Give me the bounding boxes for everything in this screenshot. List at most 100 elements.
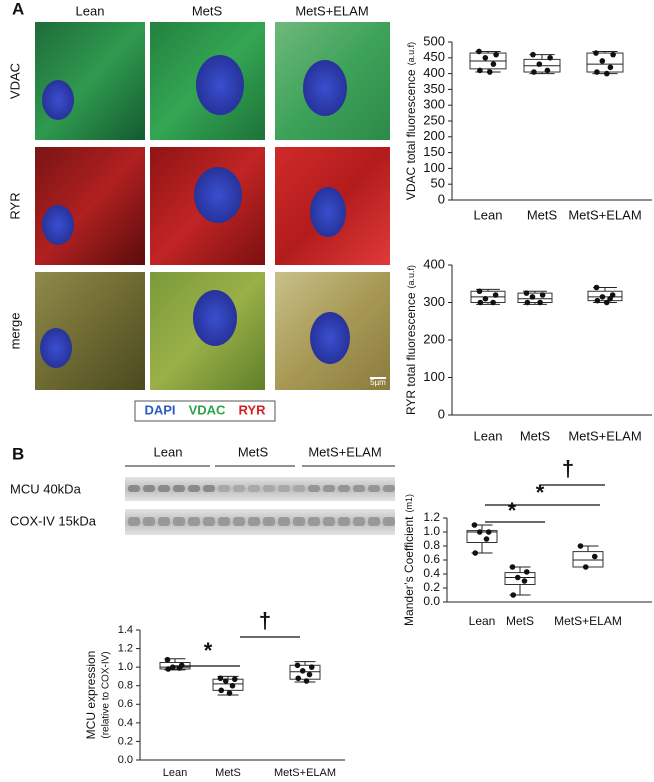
y-tick-label: 100 [423, 369, 445, 384]
data-point [483, 536, 490, 542]
significance-mark: * [508, 498, 517, 523]
data-point [308, 664, 315, 670]
x-tick-label: Lean [163, 767, 187, 779]
y-tick-label: 350 [423, 81, 445, 96]
y-tick-label: 50 [431, 176, 445, 191]
blot-band [308, 485, 320, 492]
x-tick-label: MetS+ELAM [568, 207, 641, 222]
blot-band [218, 485, 230, 492]
y-tick-label: 0.8 [423, 538, 440, 552]
y-tick-label: 0.2 [118, 735, 133, 747]
significance-mark: † [562, 456, 574, 481]
data-point [521, 578, 528, 584]
blot-band [188, 485, 200, 492]
data-point [599, 294, 606, 300]
data-point [530, 51, 536, 58]
blot-band [233, 485, 245, 492]
legend-label: DAPI [144, 402, 175, 417]
x-tick-label: MetS [520, 428, 551, 443]
data-point [537, 299, 543, 306]
nucleus [194, 167, 242, 223]
data-point [482, 55, 489, 61]
y-tick-label: 0.6 [423, 552, 440, 566]
data-point [523, 569, 530, 575]
panel-label: A [12, 0, 24, 18]
data-point [582, 564, 589, 570]
blot-band [368, 517, 380, 526]
x-tick-label: MetS [215, 767, 241, 779]
data-point [482, 295, 489, 302]
y-tick-label: 0.6 [118, 698, 133, 710]
y-axis-label: Mander’s Coefficient (m1) [402, 494, 416, 626]
blot-band [293, 485, 305, 492]
data-point [471, 522, 478, 528]
y-axis-label: MCU expression [84, 651, 98, 740]
data-point [477, 299, 484, 306]
data-point [229, 682, 236, 689]
data-point [164, 656, 171, 663]
y-tick-label: 300 [423, 294, 445, 309]
blot-band [323, 485, 335, 492]
blot-band [203, 517, 215, 526]
y-tick-label: 0.0 [118, 754, 133, 766]
y-tick-label: 400 [423, 65, 445, 80]
data-point [303, 678, 310, 684]
blot-band [263, 517, 275, 526]
y-axis-label: VDAC total fluorescence (a.u.f) [404, 42, 418, 200]
blot-band [368, 485, 380, 492]
y-tick-label: 1.0 [423, 524, 440, 538]
y-tick-label: 450 [423, 49, 445, 64]
blot-band [263, 485, 275, 492]
data-point [593, 284, 600, 291]
data-point [594, 297, 601, 304]
blot-band [188, 517, 200, 526]
panel-label: B [12, 444, 24, 463]
blot-band [173, 485, 185, 492]
box [586, 52, 624, 73]
data-point [509, 564, 516, 570]
blot-band [158, 485, 170, 492]
data-point [610, 51, 616, 58]
y-tick-label: 400 [423, 256, 445, 271]
y-tick-label: 1.0 [118, 661, 133, 673]
blot-group: MetS+ELAM [308, 444, 381, 459]
x-tick-label: MetS+ELAM [554, 614, 622, 628]
micrographs: 5µm [35, 22, 390, 390]
nucleus [303, 60, 347, 116]
y-tick-label: 250 [423, 112, 445, 127]
data-point [476, 288, 483, 295]
blot-band [293, 517, 305, 526]
data-point [591, 553, 598, 560]
nucleus [193, 290, 237, 346]
column-label: MetS+ELAM [295, 3, 368, 18]
y-tick-label: 0.8 [118, 680, 133, 692]
blot-band [278, 517, 290, 526]
blot-band [353, 485, 365, 492]
significance-mark: * [204, 638, 213, 663]
y-tick-label: 200 [423, 128, 445, 143]
y-tick-label: 300 [423, 97, 445, 112]
data-point [539, 292, 546, 298]
row-label: VDAC [7, 63, 22, 99]
blot-band [383, 517, 395, 526]
data-point [476, 529, 483, 535]
data-point [294, 662, 301, 669]
nucleus [310, 312, 350, 364]
box [212, 678, 244, 691]
x-tick-label: Lean [469, 614, 496, 628]
data-point [218, 687, 225, 694]
significance-mark: * [536, 480, 545, 505]
nucleus [42, 205, 74, 245]
data-point [607, 295, 613, 302]
blot-band [323, 517, 335, 526]
y-tick-label: 100 [423, 160, 445, 175]
data-point [544, 67, 551, 74]
data-point [593, 50, 599, 56]
blot-band [383, 485, 395, 492]
data-point [476, 48, 482, 55]
column-label: Lean [76, 3, 105, 18]
blot-band [338, 485, 350, 492]
data-point [547, 55, 553, 61]
blot-band [128, 517, 140, 526]
data-point [594, 69, 600, 75]
